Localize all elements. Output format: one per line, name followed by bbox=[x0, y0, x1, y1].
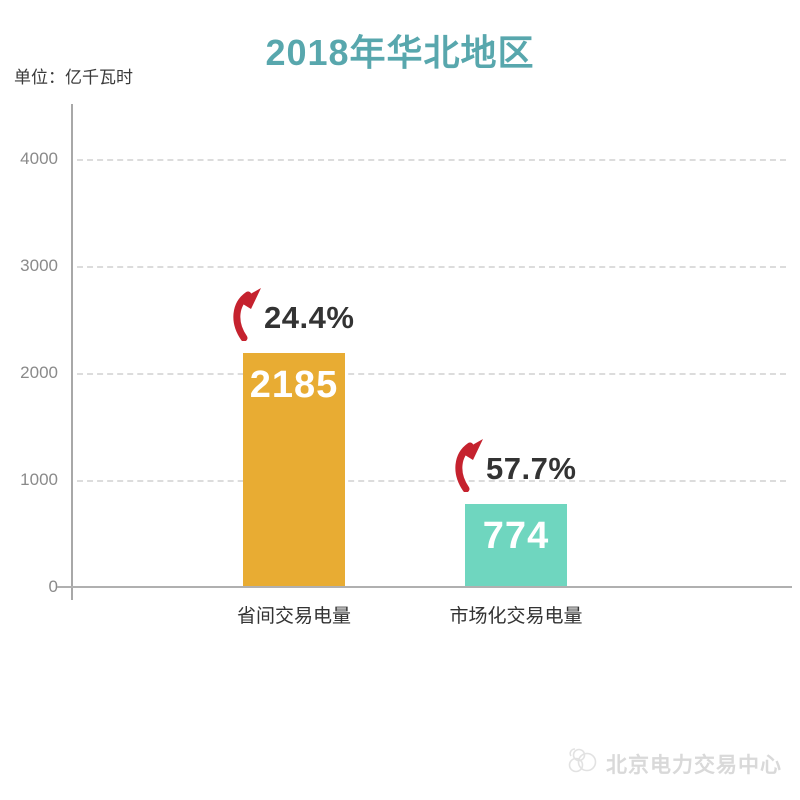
growth-percent-label: 24.4% bbox=[264, 300, 355, 336]
watermark-logo-icon bbox=[566, 744, 600, 783]
y-axis-line bbox=[71, 104, 73, 600]
unit-label: 单位：亿千瓦时 bbox=[14, 68, 133, 87]
y-tick-label: 4000 bbox=[20, 149, 58, 168]
gridline bbox=[77, 266, 786, 268]
gridline bbox=[77, 159, 786, 161]
chart-title: 2018年华北地区 bbox=[265, 32, 535, 73]
growth-up-arrow-icon bbox=[454, 438, 484, 497]
x-axis-category-label: 省间交易电量 bbox=[236, 606, 351, 627]
growth-percent-label: 57.7% bbox=[486, 451, 577, 487]
bar-value-label: 774 bbox=[482, 515, 550, 558]
gridline bbox=[77, 373, 786, 375]
y-tick-label: 3000 bbox=[20, 256, 58, 275]
bar-value-label: 2185 bbox=[249, 364, 339, 407]
y-tick-label: 2000 bbox=[20, 363, 58, 382]
y-tick-label: 0 bbox=[48, 577, 58, 596]
watermark-text: 北京电力交易中心 bbox=[606, 753, 782, 777]
watermark: 北京电力交易中心 bbox=[566, 744, 782, 783]
x-axis-line bbox=[57, 586, 792, 588]
y-tick-label: 1000 bbox=[20, 470, 58, 489]
x-axis-category-label: 市场化交易电量 bbox=[449, 606, 583, 627]
growth-annotation-2: 57.7% bbox=[454, 438, 577, 498]
bar-2: 774 bbox=[465, 504, 567, 588]
growth-annotation-1: 24.4% bbox=[232, 287, 355, 347]
growth-up-arrow-icon bbox=[232, 287, 262, 346]
gridline bbox=[77, 480, 786, 482]
bar-1: 2185 bbox=[243, 353, 345, 588]
